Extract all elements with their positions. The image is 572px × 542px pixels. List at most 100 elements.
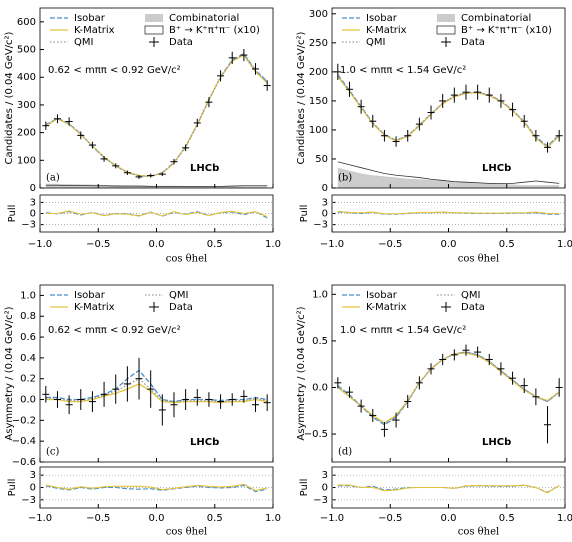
data-point bbox=[509, 102, 517, 117]
x-tick-label: 0.0 bbox=[149, 513, 165, 524]
data-point bbox=[217, 394, 225, 409]
x-tick-label: 0.5 bbox=[207, 239, 223, 250]
panel-label: (a) bbox=[46, 173, 60, 184]
x-tick-label: 0.5 bbox=[207, 513, 223, 524]
legend-label: K-Matrix bbox=[366, 302, 407, 313]
y-tick-label: 600 bbox=[17, 17, 36, 28]
y-tick-label: 1.0 bbox=[20, 290, 36, 301]
annotation: 1.0 < mππ < 1.54 GeV/c² bbox=[340, 65, 466, 76]
x-tick-label: −0.5 bbox=[378, 513, 402, 524]
annotation: 0.62 < mππ < 0.92 GeV/c² bbox=[48, 325, 181, 336]
legend-swatch bbox=[436, 25, 456, 35]
legend-label: Isobar bbox=[366, 13, 398, 24]
x-tick-label: 0.0 bbox=[441, 513, 457, 524]
data-point bbox=[112, 374, 120, 404]
data-point bbox=[392, 136, 400, 147]
y-tick-label: 100 bbox=[17, 155, 36, 166]
legend-label: QMI bbox=[169, 290, 188, 301]
x-tick-label: 0.0 bbox=[441, 239, 457, 250]
data-point bbox=[205, 97, 213, 108]
data-point bbox=[415, 376, 423, 390]
data-point bbox=[65, 395, 73, 415]
data-point bbox=[193, 389, 201, 406]
data-point bbox=[520, 378, 528, 394]
annotation: 0.62 < mππ < 0.92 GeV/c² bbox=[48, 65, 181, 76]
data-point bbox=[240, 48, 248, 62]
y-tick-label: 0.0 bbox=[20, 395, 36, 406]
data-point bbox=[88, 141, 96, 149]
line bbox=[337, 74, 560, 148]
pull-tick-label: −3 bbox=[21, 220, 36, 231]
pull-tick-label: −3 bbox=[313, 220, 328, 231]
panel-label: (c) bbox=[46, 447, 60, 458]
annotation: 1.0 < mππ < 1.54 GeV/c² bbox=[340, 325, 466, 336]
pull-line bbox=[45, 483, 268, 491]
line bbox=[337, 161, 560, 184]
legend-label: QMI bbox=[366, 37, 385, 48]
x-tick-label: 1.0 bbox=[557, 513, 572, 524]
data-point bbox=[462, 344, 470, 356]
data-point bbox=[497, 93, 505, 108]
y-tick-label: 0.5 bbox=[312, 336, 328, 347]
legend-swatch bbox=[437, 14, 455, 22]
data-point bbox=[240, 390, 248, 403]
data-point bbox=[555, 129, 563, 142]
y-tick-label: 150 bbox=[309, 96, 328, 107]
data-point bbox=[369, 408, 377, 422]
data-point bbox=[544, 142, 552, 153]
data-point bbox=[532, 129, 540, 142]
data-point bbox=[228, 393, 236, 406]
legend-label: QMI bbox=[461, 290, 480, 301]
data-point bbox=[100, 156, 108, 162]
legend-label: Isobar bbox=[74, 13, 106, 24]
y-tick-label: −0.6 bbox=[12, 457, 36, 468]
data-point bbox=[217, 70, 225, 82]
y-tick-label: 0.8 bbox=[20, 311, 36, 322]
x-axis-label: cos θhel bbox=[458, 254, 500, 265]
line bbox=[337, 352, 560, 424]
pull-tick-label: 0 bbox=[322, 209, 328, 220]
data-point bbox=[135, 357, 143, 400]
line bbox=[337, 351, 560, 425]
data-point bbox=[462, 84, 470, 100]
legend-label: B⁺ → K⁺π⁺π⁻ (x10) bbox=[169, 25, 260, 36]
y-tick-label: −0.2 bbox=[12, 415, 36, 426]
legend-label: K-Matrix bbox=[366, 25, 407, 36]
data-point bbox=[380, 421, 388, 437]
area bbox=[45, 183, 268, 188]
pull-axis-label: Pull bbox=[299, 479, 310, 497]
data-point bbox=[369, 114, 377, 128]
pull-tick-label: −3 bbox=[313, 495, 328, 506]
x-tick-label: −1.0 bbox=[28, 239, 52, 250]
data-point bbox=[334, 377, 342, 389]
y-tick-label: 250 bbox=[309, 38, 328, 49]
y-tick-label: 100 bbox=[309, 125, 328, 136]
x-tick-label: −0.5 bbox=[86, 239, 110, 250]
y-tick-label: 0.0 bbox=[312, 382, 328, 393]
y-axis-label: Candidates / (0.04 GeV/c²) bbox=[4, 31, 15, 164]
pull-line bbox=[45, 211, 268, 219]
panel-label: (b) bbox=[338, 173, 352, 184]
data-point bbox=[252, 397, 260, 413]
data-point bbox=[77, 389, 85, 410]
legend-label: Data bbox=[169, 302, 193, 313]
data-point bbox=[88, 391, 96, 413]
legend-label: Data bbox=[461, 37, 485, 48]
legend-swatch bbox=[144, 25, 164, 35]
data-point bbox=[497, 362, 505, 376]
pull-axis-label: Pull bbox=[7, 205, 18, 223]
data-point bbox=[65, 117, 73, 126]
x-tick-label: −1.0 bbox=[320, 513, 344, 524]
line bbox=[337, 74, 560, 148]
legend-label: K-Matrix bbox=[74, 302, 115, 313]
data-point bbox=[520, 114, 528, 128]
pull-tick-label: 0 bbox=[30, 483, 36, 494]
x-tick-label: −1.0 bbox=[320, 239, 344, 250]
data-point bbox=[509, 371, 517, 385]
y-tick-label: 300 bbox=[309, 9, 328, 20]
y-tick-label: 50 bbox=[315, 154, 328, 165]
data-point bbox=[147, 173, 155, 178]
data-point bbox=[427, 363, 435, 375]
data-point bbox=[392, 412, 400, 428]
data-point bbox=[42, 385, 50, 403]
